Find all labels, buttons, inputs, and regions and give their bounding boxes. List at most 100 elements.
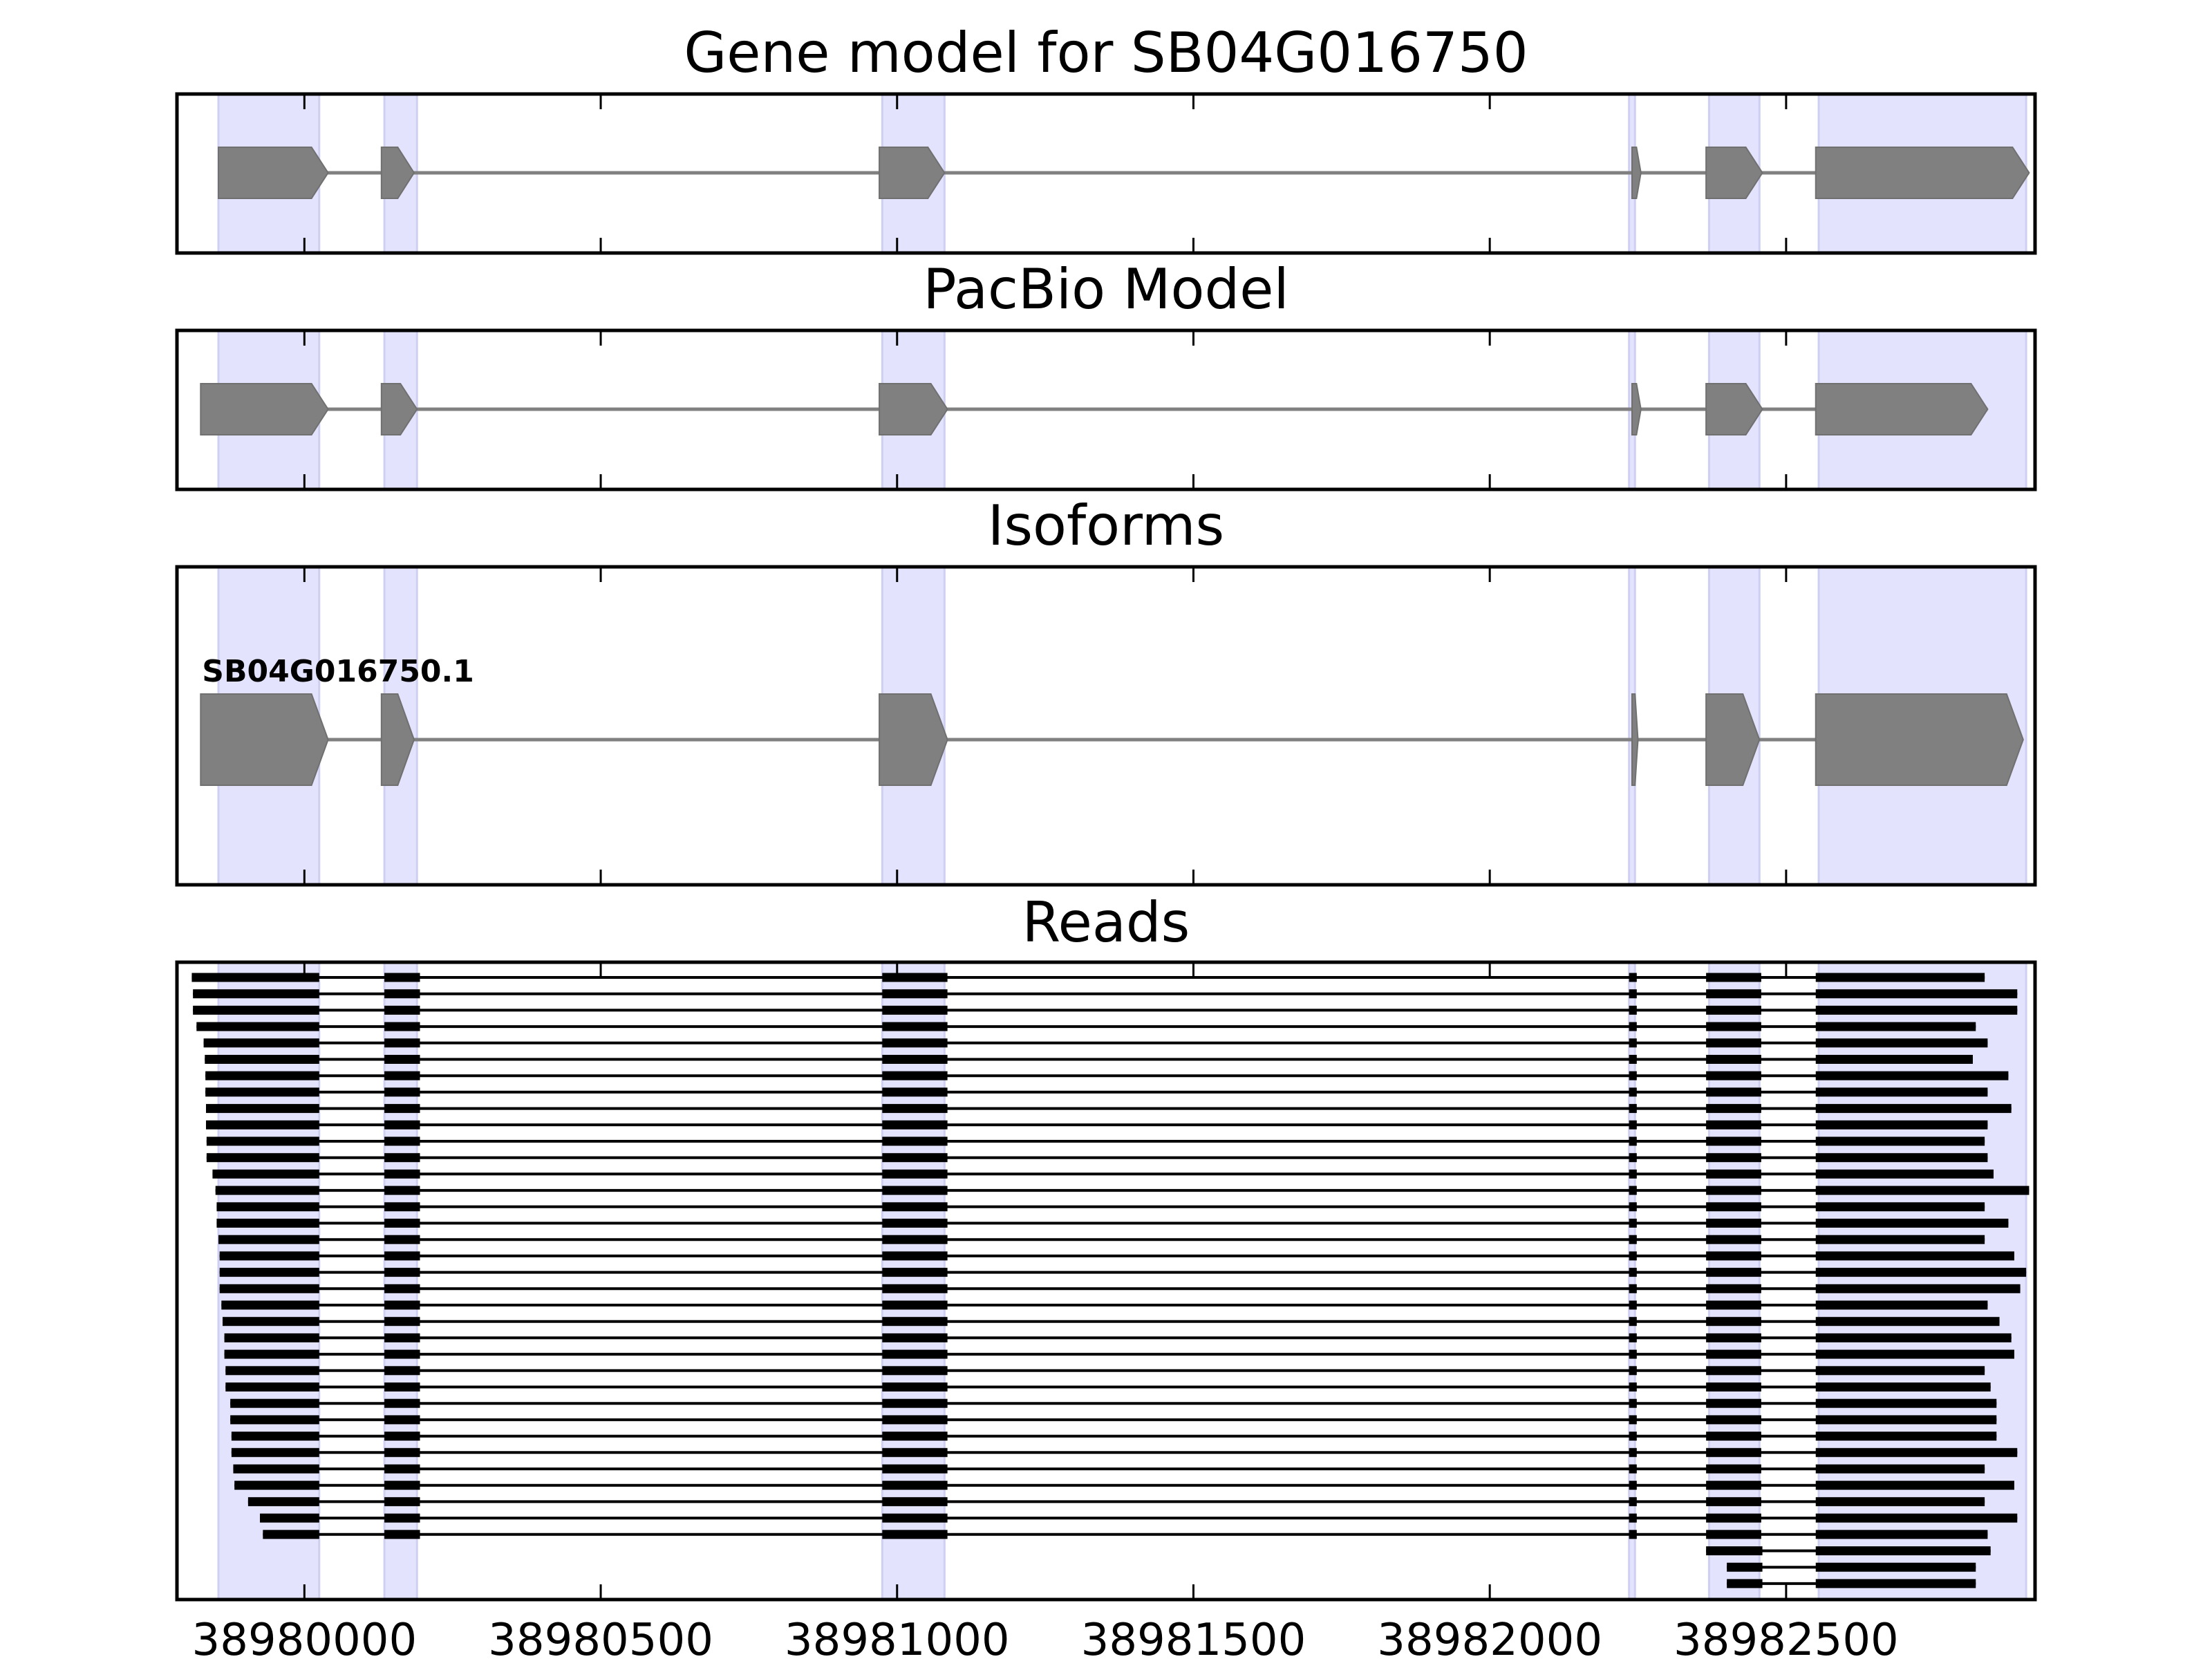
read-exon [384,1202,420,1212]
read-exon [882,1268,948,1277]
read-exon [882,1349,948,1359]
read-exon [1727,1562,1763,1572]
read-exon [384,1349,420,1359]
read-exon [1706,1185,1761,1195]
read-exon [882,1497,948,1506]
read-exon [218,1235,319,1244]
read-exon [1706,1497,1761,1506]
read-exon [1815,1284,2021,1293]
read-exon [1706,1432,1761,1441]
read-exon [1629,1481,1637,1490]
read-exon [212,1169,319,1179]
read-exon [221,1300,319,1310]
read-exon [384,1251,420,1261]
read-exon [882,1136,948,1146]
read-exon [384,1038,420,1048]
read-exon [1815,1071,2009,1080]
read-exon [1629,1513,1637,1523]
read-exon [882,1530,948,1539]
read-exon [206,1136,319,1146]
read-exon [1629,1120,1637,1130]
read-exon [1706,1415,1761,1425]
read-exon [193,989,319,999]
read-exon [1706,1546,1763,1555]
exon-highlight [1707,961,1761,1601]
read-exon [1815,1432,1997,1441]
read-exon [1815,1497,1985,1506]
axes-frame [175,565,2037,887]
read-exon [882,1447,948,1457]
read-exon [215,1185,319,1195]
read-exon [205,1087,319,1097]
read-exon [247,1497,319,1506]
read-exon [260,1513,319,1523]
read-exon [1815,1513,2018,1523]
read-exon [1815,1366,1985,1376]
read-exon [206,1153,319,1163]
read-exon [384,1104,420,1114]
exon [1631,383,1642,435]
read-exon [216,1219,319,1228]
read-exon [1629,1382,1637,1391]
read-exon [230,1398,319,1408]
read-exon [1815,1579,1976,1588]
read-exon [384,1219,420,1228]
exon [218,147,329,199]
axes-frame [175,960,2037,1602]
read-exon [882,1169,948,1179]
read-exon [882,1038,948,1048]
read-exon [1815,1120,1988,1130]
read-exon [1815,1136,1985,1146]
read-exon [384,989,420,999]
read-exon [1815,989,2018,999]
read-exon [1706,1333,1761,1342]
read-exon [384,1497,420,1506]
read-exon [1629,1153,1637,1163]
exon [380,147,415,199]
read-exon [1706,1481,1761,1490]
read-exon [384,1005,420,1015]
read-exon [882,1481,948,1490]
read-exon [384,1447,420,1457]
read-exon [384,1268,420,1277]
read-exon [1706,1349,1761,1359]
read-exon [1629,1284,1637,1293]
read-exon [1815,1415,1997,1425]
read-exon [882,1398,948,1408]
read-exon [1706,1398,1761,1408]
read-exon [1706,1071,1761,1080]
read-exon [1815,1104,2012,1114]
exon [1631,693,1639,786]
read-exon [1706,1284,1761,1293]
read-exon [882,1513,948,1523]
read-exon [882,1087,948,1097]
isoform-label: SB04G016750.1 [202,654,474,689]
read-exon [1706,1530,1761,1539]
read-exon [882,1202,948,1212]
x-tick-label: 38980000 [191,1615,417,1659]
x-tick-label: 38981500 [1081,1615,1306,1659]
read-exon [1629,1464,1637,1474]
read-exon [1629,1447,1637,1457]
read-exon [1706,1447,1761,1457]
pacbio-model-panel [175,328,2037,491]
read-exon [1706,1382,1761,1391]
read-exon [882,1071,948,1080]
read-exon [230,1415,319,1425]
read-exon [1706,1219,1761,1228]
read-exon [1815,1087,1988,1097]
read-exon [219,1251,319,1261]
read-exon [384,1333,420,1342]
read-exon [1629,1185,1637,1195]
isoforms-title: Isoforms [988,494,1224,558]
read-exon [882,1432,948,1441]
read-exon [1706,1464,1761,1474]
read-exon [205,1055,319,1064]
reads-title: Reads [1022,890,1190,955]
axes-frame [175,92,2037,255]
read-exon [384,1284,420,1293]
read-exon [1815,1464,1985,1474]
read-exon [231,1447,319,1457]
read-exon [1629,1300,1637,1310]
exon [1631,147,1642,199]
